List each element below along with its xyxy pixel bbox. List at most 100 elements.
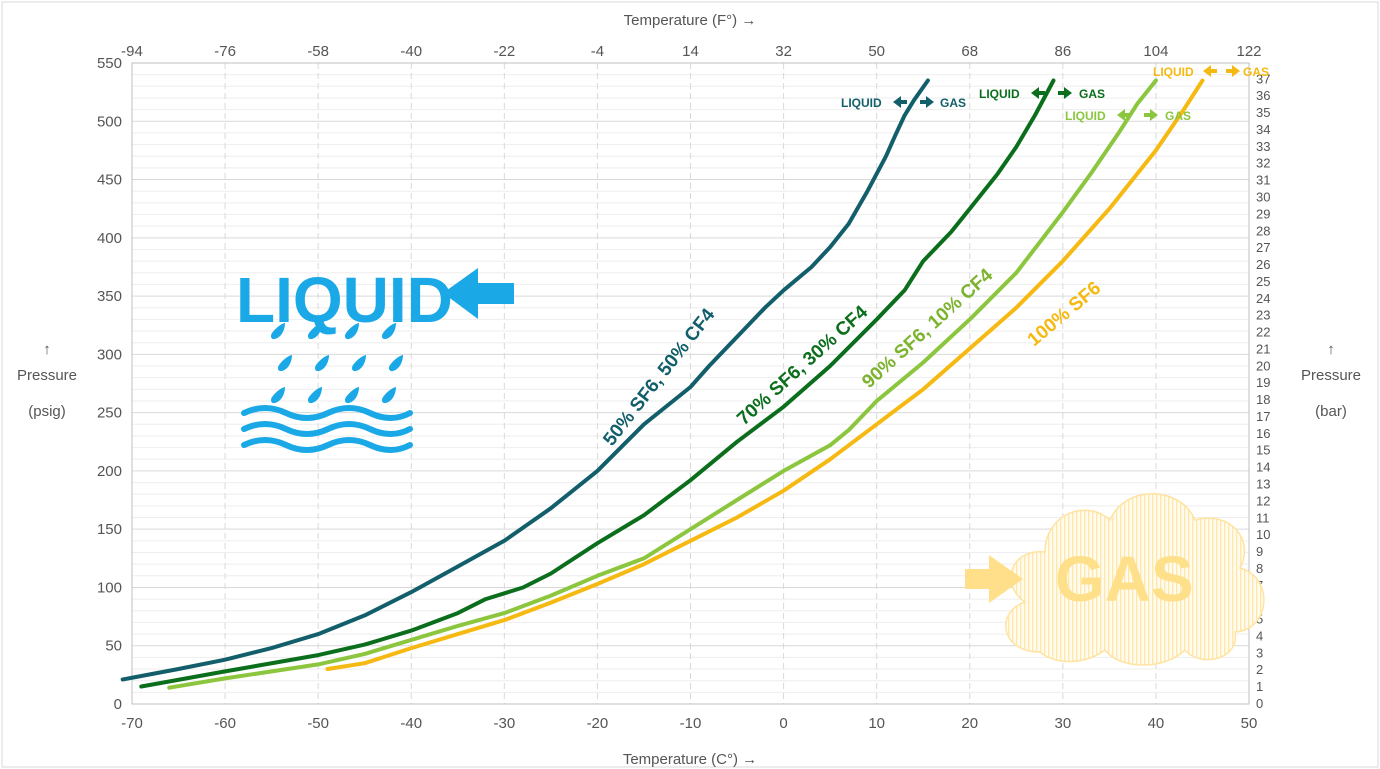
tick-label-right: 31 bbox=[1256, 173, 1270, 188]
phase-liquid-50: LIQUID bbox=[841, 96, 882, 110]
tick-label-left: 450 bbox=[97, 172, 122, 189]
tick-label-bottom: -20 bbox=[587, 715, 609, 732]
plot-border bbox=[131, 62, 1250, 705]
tick-label-bottom: 30 bbox=[1054, 715, 1071, 732]
series-lines bbox=[120, 78, 1205, 690]
waves-icon bbox=[241, 405, 413, 453]
tick-label-right: 36 bbox=[1256, 88, 1270, 103]
tick-label-right: 23 bbox=[1256, 308, 1270, 323]
tick-label-left: 150 bbox=[97, 521, 122, 538]
arrow-right-icon bbox=[1144, 109, 1158, 121]
tick-label-right: 30 bbox=[1256, 189, 1270, 204]
series-line-1 bbox=[139, 78, 1056, 689]
series-line-0 bbox=[120, 78, 930, 682]
y-axis-right-title-line2: (bar) bbox=[1315, 403, 1347, 420]
tick-label-right: 9 bbox=[1256, 544, 1263, 559]
tick-label-right: 0 bbox=[1256, 696, 1263, 711]
tick-label-right: 5 bbox=[1256, 612, 1263, 627]
tick-label-top: 122 bbox=[1236, 43, 1261, 60]
tick-label-right: 2 bbox=[1256, 662, 1263, 677]
tick-label-top: 14 bbox=[682, 43, 699, 60]
cloud-icon bbox=[1005, 493, 1265, 666]
tick-label-top: -4 bbox=[591, 43, 604, 60]
tick-label-right: 15 bbox=[1256, 443, 1270, 458]
tick-label-left: 300 bbox=[97, 346, 122, 363]
tick-label-top: -58 bbox=[307, 43, 329, 60]
phase-gas-100: GAS bbox=[1243, 65, 1269, 79]
tick-label-right: 1 bbox=[1256, 679, 1263, 694]
phase-liquid-100: LIQUID bbox=[1153, 65, 1194, 79]
phase-gas-70: GAS bbox=[1079, 87, 1105, 101]
tick-label-top: 86 bbox=[1054, 43, 1071, 60]
tick-label-right: 3 bbox=[1256, 645, 1263, 660]
tick-label-bottom: -10 bbox=[680, 715, 702, 732]
gas-region-illustration: GAS bbox=[965, 493, 1265, 666]
tick-label-right: 28 bbox=[1256, 223, 1270, 238]
tick-label-right: 11 bbox=[1256, 510, 1270, 525]
tick-label-right: 8 bbox=[1256, 561, 1263, 576]
tick-label-top: -22 bbox=[493, 43, 515, 60]
tick-label-left: 550 bbox=[97, 55, 122, 72]
tick-label-bottom: -60 bbox=[214, 715, 236, 732]
tick-label-right: 10 bbox=[1256, 527, 1270, 542]
tick-label-right: 34 bbox=[1256, 122, 1270, 137]
arrow-right-icon bbox=[920, 96, 934, 108]
arrow-right-icon bbox=[965, 555, 1023, 603]
tick-label-bottom: 0 bbox=[779, 715, 787, 732]
phase-liquid-70: LIQUID bbox=[979, 87, 1020, 101]
arrow-left-icon bbox=[1203, 65, 1217, 77]
series-line-3 bbox=[325, 78, 1205, 671]
tick-label-top: -40 bbox=[400, 43, 422, 60]
tick-label-top: -76 bbox=[214, 43, 236, 60]
tick-label-left: 500 bbox=[97, 113, 122, 130]
tick-label-right: 4 bbox=[1256, 628, 1263, 643]
tick-label-right: 22 bbox=[1256, 325, 1270, 340]
tick-label-top: -94 bbox=[121, 43, 143, 60]
tick-label-left: 200 bbox=[97, 463, 122, 480]
y-axis-left-arrow: ↑ bbox=[43, 341, 51, 358]
tick-label-left: 50 bbox=[105, 638, 122, 655]
arrow-left-icon bbox=[1117, 109, 1131, 121]
tick-label-bottom: -40 bbox=[400, 715, 422, 732]
phase-liquid-90: LIQUID bbox=[1065, 109, 1106, 123]
phase-label-70: LIQUID GAS bbox=[979, 87, 1105, 101]
y-axis-left-title-line2: (psig) bbox=[28, 403, 66, 420]
arrow-right-icon bbox=[1226, 65, 1240, 77]
tick-label-right: 18 bbox=[1256, 392, 1270, 407]
tick-label-right: 32 bbox=[1256, 156, 1270, 171]
tick-label-right: 33 bbox=[1256, 139, 1270, 154]
tick-label-top: 32 bbox=[775, 43, 792, 60]
tick-label-top: 104 bbox=[1143, 43, 1168, 60]
tick-label-top: 68 bbox=[961, 43, 978, 60]
phase-label-90: LIQUID GAS bbox=[1065, 109, 1191, 123]
tick-label-right: 26 bbox=[1256, 257, 1270, 272]
tick-label-bottom: 40 bbox=[1148, 715, 1165, 732]
tick-label-right: 24 bbox=[1256, 291, 1270, 306]
tick-label-top: 50 bbox=[868, 43, 885, 60]
tick-label-left: 0 bbox=[114, 696, 122, 713]
arrow-right-icon bbox=[1058, 87, 1072, 99]
arrow-left-icon bbox=[443, 268, 514, 319]
tick-label-right: 27 bbox=[1256, 240, 1270, 255]
x-axis-bottom-title: Temperature (C°) → bbox=[623, 751, 757, 768]
x-axis-top-ticks: -94 -76 -58 -40 -22 -4 14 32 50 68 86 104 122 bbox=[121, 43, 1261, 60]
tick-label-bottom: -30 bbox=[493, 715, 515, 732]
phase-gas-90: GAS bbox=[1165, 109, 1191, 123]
gas-region-label: GAS bbox=[1055, 543, 1194, 615]
series-line-2 bbox=[167, 78, 1158, 690]
phase-label-100: LIQUID GAS bbox=[1153, 65, 1269, 79]
tick-label-bottom: 20 bbox=[961, 715, 978, 732]
arrow-left-icon bbox=[893, 96, 907, 108]
tick-label-right: 21 bbox=[1256, 341, 1270, 356]
rain-drops-icon bbox=[271, 323, 403, 404]
tick-label-right: 19 bbox=[1256, 375, 1270, 390]
arrow-left-icon bbox=[1031, 87, 1045, 99]
x-axis-top-title: Temperature (F°) → bbox=[624, 12, 757, 29]
tick-label-right: 16 bbox=[1256, 426, 1270, 441]
tick-label-left: 250 bbox=[97, 405, 122, 422]
y-axis-right-title-line1: Pressure bbox=[1301, 367, 1361, 384]
tick-label-bottom: -70 bbox=[121, 715, 143, 732]
tick-label-right: 20 bbox=[1256, 358, 1270, 373]
